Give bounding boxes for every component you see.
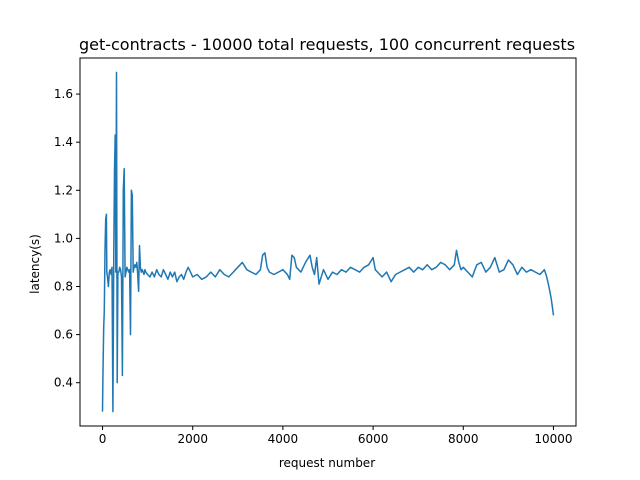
y-tick-label: 1.0 xyxy=(54,231,73,245)
x-axis: 0 2000 4000 6000 8000 10000 xyxy=(99,426,573,446)
x-tick-label: 2000 xyxy=(177,432,208,446)
y-tick-label: 0.6 xyxy=(54,328,73,342)
y-axis: 0.4 0.6 0.8 1.0 1.2 1.4 1.6 xyxy=(54,87,80,390)
x-tick-label: 10000 xyxy=(534,432,572,446)
x-tick-label: 6000 xyxy=(358,432,389,446)
y-tick-label: 1.4 xyxy=(54,135,73,149)
x-tick-label: 0 xyxy=(99,432,107,446)
x-axis-label: request number xyxy=(279,456,375,470)
plot-area xyxy=(79,57,577,427)
y-tick-label: 1.6 xyxy=(54,87,73,101)
y-tick-label: 0.4 xyxy=(54,376,73,390)
x-tick-label: 8000 xyxy=(448,432,479,446)
latency-series-line xyxy=(101,71,555,413)
y-tick-label: 1.2 xyxy=(54,183,73,197)
plot-frame xyxy=(79,57,577,427)
x-tick-label: 4000 xyxy=(268,432,299,446)
y-tick-label: 0.8 xyxy=(54,279,73,293)
y-axis-label: latency(s) xyxy=(28,234,42,294)
chart-title: get-contracts - 10000 total requests, 10… xyxy=(79,35,575,54)
